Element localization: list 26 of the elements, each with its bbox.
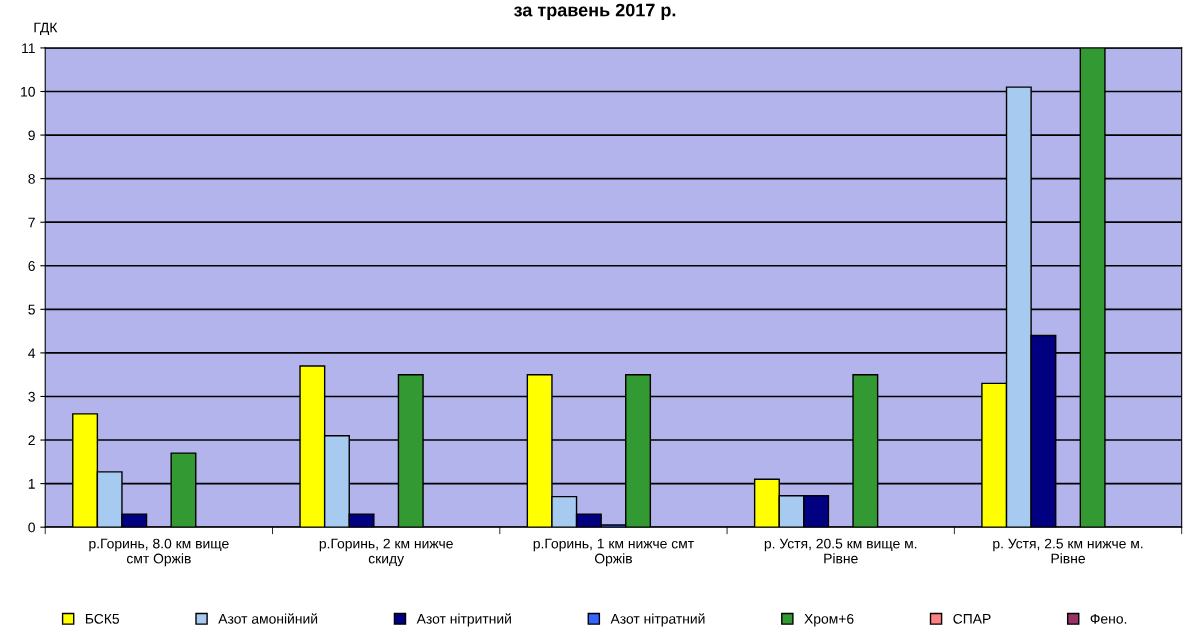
legend-label: Азот нітратний [610, 613, 705, 627]
y-tick-label: 3 [28, 391, 35, 402]
y-tick-label: 6 [28, 261, 35, 271]
legend-label: СПАР [953, 613, 991, 624]
y-tick-label: 2 [28, 435, 35, 446]
legend-label: Азот нітритний [416, 613, 511, 627]
legend-label: БСК5 [85, 613, 120, 624]
chart-title: за травень 2017 р. [514, 3, 676, 21]
x-tick-label: р.Горинь, 2 км нижче скиду [319, 538, 453, 567]
x-tick-label: р. Устя, 2.5 км нижче м. Рівне [993, 538, 1143, 564]
legend-label: Хром+6 [804, 613, 854, 627]
y-tick-label: 11 [22, 43, 35, 53]
y-tick-label: 7 [28, 217, 35, 228]
x-tick-label: р.Горинь, 8.0 км вище смт Оржів [89, 538, 229, 567]
y-tick-label: 8 [28, 173, 35, 184]
x-tick-label: р.Горинь, 1 км нижче смт Оржів [533, 538, 694, 567]
y-tick-label: 9 [28, 130, 35, 141]
x-tick-label: р. Устя, 20.5 км вище м. Рівне [764, 538, 917, 564]
y-axis-title: ГДК [34, 22, 58, 36]
y-tick-label: 5 [28, 304, 35, 315]
y-tick-label: 1 [28, 479, 35, 489]
legend-label: Азот амонійний [218, 613, 318, 624]
y-tick-label: 10 [21, 86, 35, 97]
y-tick-label: 0 [28, 522, 35, 533]
legend-label: Фено. [1090, 614, 1127, 624]
y-tick-label: 4 [28, 348, 36, 358]
